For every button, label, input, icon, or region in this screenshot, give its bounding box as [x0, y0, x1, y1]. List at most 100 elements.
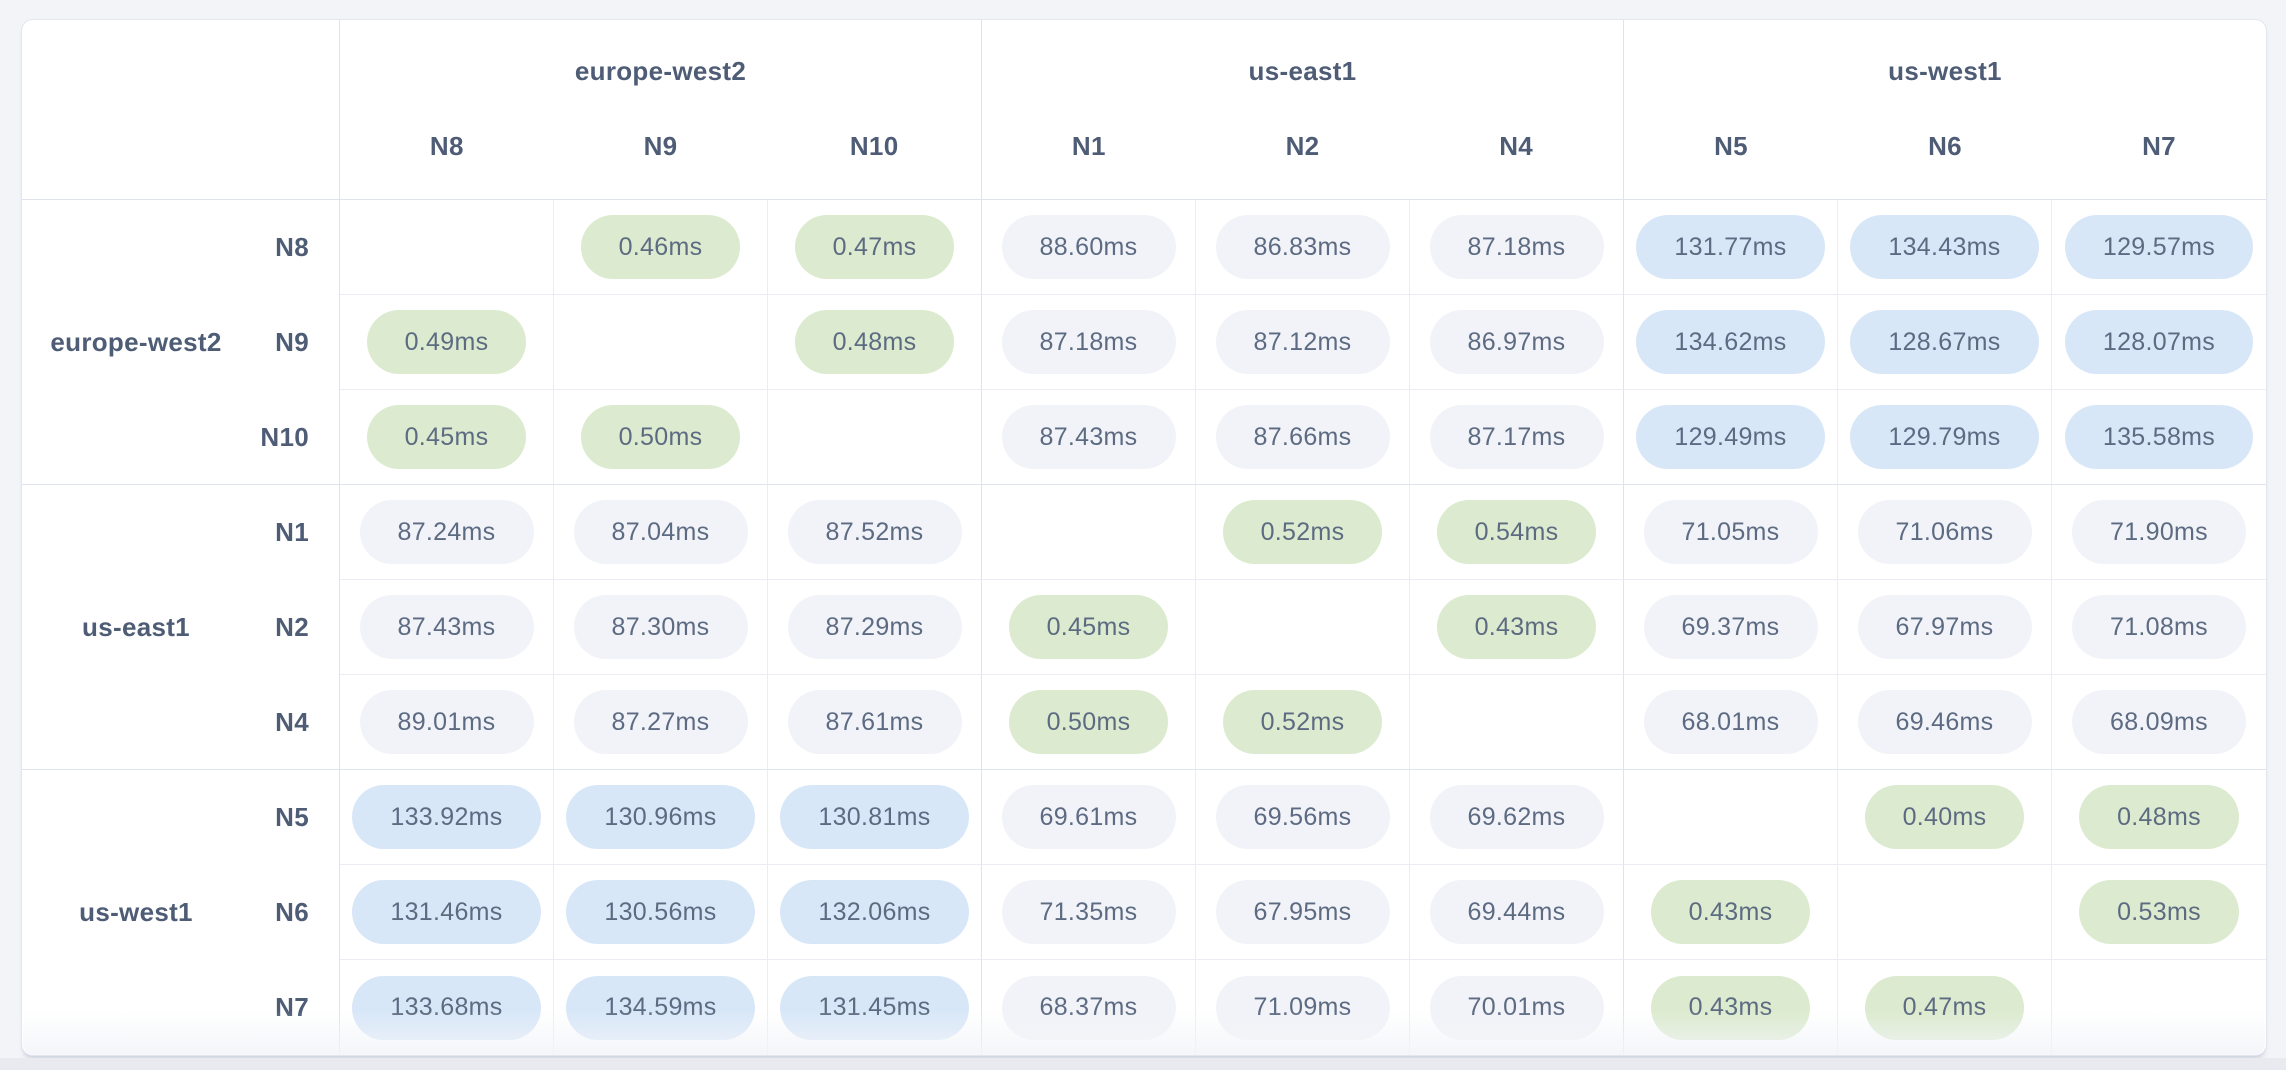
- latency-pill: 68.37ms: [1001, 975, 1176, 1040]
- latency-cell-N6-to-col4: 71.35ms: [982, 865, 1196, 960]
- latency-pill: 71.05ms: [1643, 500, 1818, 564]
- latency-cell-N4-to-col9: 68.09ms: [2052, 675, 2266, 770]
- latency-cell-N5-to-col4: 69.61ms: [982, 770, 1196, 865]
- latency-cell-N6-to-col9: 0.53ms: [2052, 865, 2266, 960]
- latency-pill: 131.46ms: [352, 880, 541, 944]
- latency-pill: 70.01ms: [1429, 975, 1604, 1040]
- row-node-label-N8[interactable]: N8: [275, 232, 309, 262]
- latency-cell-N10-to-col4: 87.43ms: [982, 390, 1196, 485]
- latency-pill: 0.46ms: [580, 215, 741, 279]
- latency-pill: 69.56ms: [1215, 785, 1390, 849]
- latency-cell-N4-to-col1: 89.01ms: [340, 675, 554, 770]
- latency-cell-N4-to-col3: 87.61ms: [768, 675, 982, 770]
- latency-cell-N10-to-col9: 135.58ms: [2052, 390, 2266, 485]
- column-node-label-N9[interactable]: N9: [643, 131, 678, 161]
- latency-matrix-card: europe-west2 N8 N9 N10 us-east1 N1 N2 N4 us-west…: [21, 19, 2267, 1056]
- latency-pill: 87.66ms: [1215, 405, 1390, 469]
- latency-pill: 89.01ms: [359, 690, 534, 754]
- latency-pill: 0.43ms: [1650, 880, 1811, 944]
- latency-pill: 128.07ms: [2064, 310, 2254, 374]
- latency-pill: 71.06ms: [1857, 500, 2032, 564]
- latency-pill: 68.01ms: [1643, 690, 1818, 754]
- latency-pill: 71.09ms: [1215, 975, 1390, 1040]
- column-node-label-N7[interactable]: N7: [2142, 131, 2176, 161]
- row-node-label-N7[interactable]: N7: [275, 992, 309, 1022]
- latency-pill: 0.40ms: [1864, 785, 2025, 849]
- column-group-header-us-east1: us-east1 N1 N2 N4: [982, 20, 1624, 200]
- row-node-label-N1[interactable]: N1: [275, 517, 309, 547]
- latency-pill: 0.50ms: [1008, 690, 1169, 754]
- latency-pill: 67.95ms: [1215, 880, 1390, 944]
- latency-pill: 0.45ms: [366, 405, 527, 469]
- latency-cell-N2-to-col7: 69.37ms: [1624, 580, 1838, 675]
- latency-cell-N7-to-col4: 68.37ms: [982, 960, 1196, 1055]
- latency-pill: 133.68ms: [352, 975, 541, 1040]
- column-node-label-N4[interactable]: N4: [1499, 131, 1534, 161]
- column-node-label-N8[interactable]: N8: [429, 131, 464, 161]
- latency-pill: 0.49ms: [366, 310, 527, 374]
- latency-cell-N5-to-col7: [1624, 770, 1838, 865]
- column-node-label-N5[interactable]: N5: [1714, 131, 1748, 161]
- latency-pill: 86.83ms: [1215, 215, 1390, 279]
- latency-cell-N6-to-col8: [1838, 865, 2052, 960]
- column-group-header-europe-west2: europe-west2 N8 N9 N10: [340, 20, 982, 200]
- latency-pill: 88.60ms: [1001, 215, 1176, 279]
- latency-cell-N8-to-col5: 86.83ms: [1196, 200, 1410, 295]
- latency-pill: 87.52ms: [787, 500, 962, 564]
- latency-pill: 69.44ms: [1429, 880, 1604, 944]
- latency-pill: 133.92ms: [352, 785, 541, 849]
- column-node-row: N1 N2 N4: [982, 123, 1623, 199]
- column-region-label: us-east1: [1248, 56, 1357, 86]
- row-group-label-cell-us-west1: us-west1 N5 N6 N7: [22, 770, 340, 1055]
- latency-pill: 129.57ms: [2064, 215, 2254, 279]
- latency-cell-N5-to-col6: 69.62ms: [1410, 770, 1624, 865]
- latency-cell-N4-to-col7: 68.01ms: [1624, 675, 1838, 770]
- latency-pill: 134.62ms: [1636, 310, 1825, 374]
- latency-pill: 87.61ms: [787, 690, 962, 754]
- latency-cell-N10-to-col3: [768, 390, 982, 485]
- latency-cell-N7-to-col6: 70.01ms: [1410, 960, 1624, 1055]
- latency-pill: 135.58ms: [2064, 405, 2254, 469]
- latency-cell-N7-to-col7: 0.43ms: [1624, 960, 1838, 1055]
- latency-pill: 69.62ms: [1429, 785, 1604, 849]
- latency-pill: 128.67ms: [1850, 310, 2039, 374]
- latency-cell-N9-to-col8: 128.67ms: [1838, 295, 2052, 390]
- latency-cell-N1-to-col7: 71.05ms: [1624, 485, 1838, 580]
- row-node-label-N5[interactable]: N5: [275, 802, 309, 832]
- latency-cell-N10-to-col6: 87.17ms: [1410, 390, 1624, 485]
- row-node-label-N10[interactable]: N10: [260, 422, 309, 452]
- latency-pill: 86.97ms: [1429, 310, 1604, 374]
- latency-pill: 87.30ms: [573, 595, 748, 659]
- latency-cell-N2-to-col1: 87.43ms: [340, 580, 554, 675]
- latency-cell-N10-to-col5: 87.66ms: [1196, 390, 1410, 485]
- latency-pill: 130.81ms: [780, 785, 969, 849]
- latency-cell-N10-to-col2: 0.50ms: [554, 390, 768, 485]
- latency-pill: 0.43ms: [1436, 595, 1597, 659]
- latency-pill: 0.48ms: [794, 310, 955, 374]
- latency-cell-N9-to-col6: 86.97ms: [1410, 295, 1624, 390]
- latency-cell-N8-to-col8: 134.43ms: [1838, 200, 2052, 295]
- latency-pill: 87.43ms: [359, 595, 534, 659]
- row-node-label-N6[interactable]: N6: [275, 897, 309, 927]
- latency-pill: 132.06ms: [780, 880, 969, 944]
- latency-cell-N6-to-col3: 132.06ms: [768, 865, 982, 960]
- column-node-label-N1[interactable]: N1: [1071, 131, 1106, 161]
- row-node-label-N9[interactable]: N9: [275, 327, 309, 357]
- latency-cell-N1-to-col5: 0.52ms: [1196, 485, 1410, 580]
- column-node-label-N10[interactable]: N10: [849, 131, 899, 161]
- column-node-label-N2[interactable]: N2: [1285, 131, 1320, 161]
- latency-pill: 0.53ms: [2079, 880, 2239, 944]
- latency-cell-N1-to-col3: 87.52ms: [768, 485, 982, 580]
- latency-pill: 130.96ms: [566, 785, 755, 849]
- row-node-label-N2[interactable]: N2: [275, 612, 309, 642]
- latency-pill: 69.37ms: [1643, 595, 1818, 659]
- row-node-label-N4[interactable]: N4: [275, 707, 309, 737]
- column-node-label-N6[interactable]: N6: [1928, 131, 1962, 161]
- latency-pill: 130.56ms: [566, 880, 755, 944]
- latency-cell-N2-to-col8: 67.97ms: [1838, 580, 2052, 675]
- latency-cell-N6-to-col1: 131.46ms: [340, 865, 554, 960]
- latency-cell-N8-to-col6: 87.18ms: [1410, 200, 1624, 295]
- latency-cell-N9-to-col4: 87.18ms: [982, 295, 1196, 390]
- latency-cell-N9-to-col1: 0.49ms: [340, 295, 554, 390]
